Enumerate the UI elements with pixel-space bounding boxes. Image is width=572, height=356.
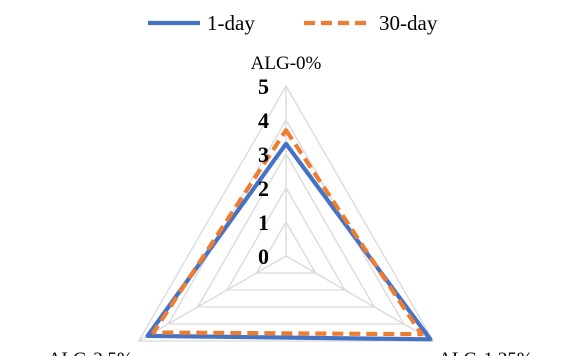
category-label-2: ALG-2.5% [48,349,133,356]
category-label-1: ALG-1.25% [438,349,533,356]
legend: 1-day 30-day [148,11,438,35]
tick-label-2: 2 [258,176,269,201]
radar-grid [137,84,435,342]
grid-ring-1 [255,220,317,274]
series-1-day-line [145,141,433,342]
legend-label-1-day: 1-day [207,11,255,35]
legend-label-30-day: 30-day [379,11,438,35]
category-labels: ALG-0% ALG-1.25% ALG-2.5% [48,53,533,356]
grid-ring-3 [196,152,376,308]
series-30-day-line [151,128,424,337]
spoke-2 [138,255,287,342]
series-layer [145,128,433,342]
tick-label-4: 4 [258,108,269,133]
tick-label-5: 5 [258,74,269,99]
tick-label-3: 3 [258,142,269,167]
grid-ring-5 [137,84,435,342]
tick-label-1: 1 [258,210,269,235]
tick-label-0: 0 [258,244,269,269]
tick-labels: 0 1 2 3 4 5 [258,74,269,269]
spoke-1 [285,255,434,342]
category-label-0: ALG-0% [251,53,322,74]
grid-ring-2 [225,186,347,291]
